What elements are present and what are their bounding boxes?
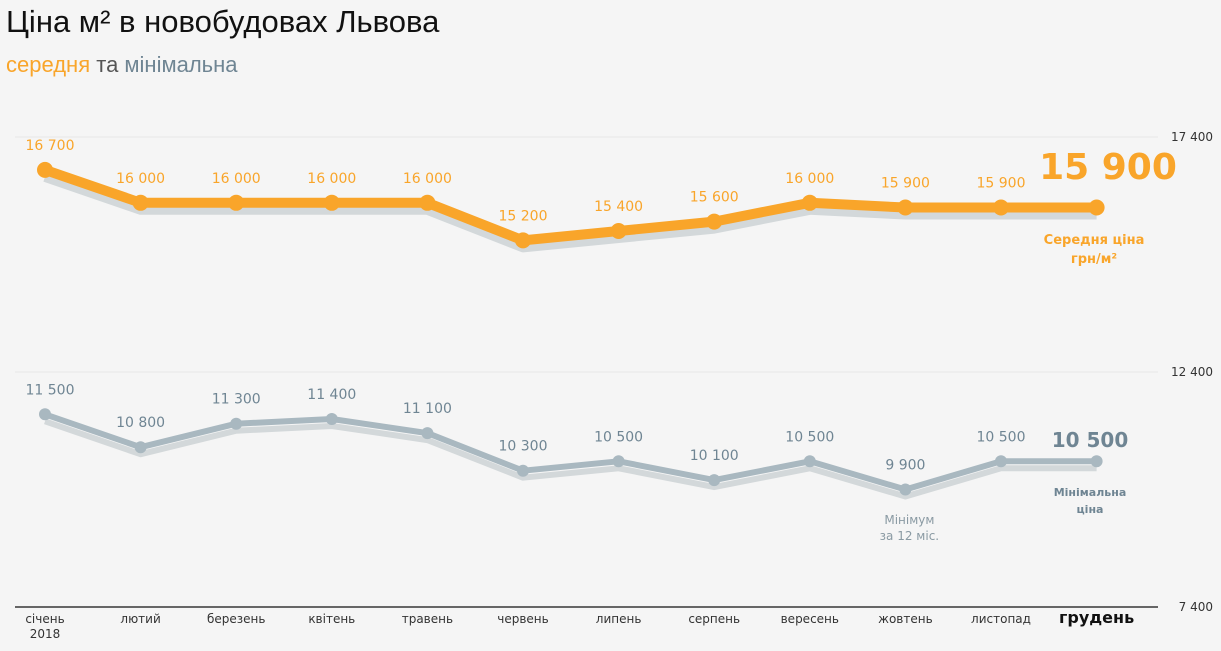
minimum-value-label: 11 400: [307, 387, 356, 403]
minimum-point: [517, 464, 529, 477]
minimum-value-label: 10 800: [116, 415, 165, 431]
minimum-point: [995, 455, 1007, 468]
average-value-label: 16 000: [116, 171, 165, 187]
average-value-label: 16 000: [403, 171, 452, 187]
average-value-label: 16 000: [785, 171, 834, 187]
minimum-value-label: 10 100: [690, 448, 739, 464]
minimum-value-label: 10 300: [499, 439, 548, 455]
x-tick-label: жовтень: [878, 612, 933, 626]
x-tick-label: березень: [207, 612, 265, 626]
minimum-value-label: 10 500: [977, 429, 1026, 445]
minimum-series-label-2: ціна: [1077, 503, 1104, 516]
minimum-point: [230, 417, 243, 430]
subtitle-and: та: [90, 52, 125, 77]
average-point: [610, 223, 627, 239]
minimum-point: [325, 413, 338, 425]
average-point: [801, 194, 818, 211]
minimum-point: [899, 483, 912, 496]
subtitle-average: середня: [6, 52, 91, 77]
average-point: [1088, 199, 1105, 216]
y-tick-label: 7 400: [1179, 600, 1213, 614]
x-tick-label: травень: [402, 612, 453, 626]
average-point: [37, 161, 53, 178]
chart-subtitle: середня та мінімальна: [6, 52, 238, 78]
average-point: [515, 232, 531, 249]
average-value-label: 15 400: [594, 199, 643, 215]
x-tick-label: червень: [497, 612, 548, 626]
average-shadow: [43, 172, 1097, 253]
average-value-label: 15 200: [499, 208, 548, 224]
minimum-point: [421, 427, 434, 440]
minimum-point: [1090, 455, 1103, 468]
x-tick-label: січень 2018: [25, 612, 64, 641]
minimum-note-2: за 12 міс.: [880, 529, 939, 543]
minimum-value-label: 10 500: [594, 429, 643, 445]
subtitle-minimum: мінімальна: [124, 52, 238, 77]
average-value-label: 16 000: [307, 171, 356, 187]
minimum-point: [612, 455, 625, 468]
x-tick-label: липень: [596, 612, 642, 626]
minimum-value-label: 10 500: [785, 429, 834, 445]
minimum-value-label: 9 900: [885, 458, 925, 474]
minimum-last-value: 10 500: [1052, 428, 1129, 452]
average-point: [897, 199, 914, 216]
minimum-series-label: Мінімальна: [1054, 486, 1127, 499]
average-point: [419, 194, 436, 211]
average-series-unit: грн/м²: [1071, 252, 1117, 267]
minimum-value-label: 11 300: [212, 392, 261, 408]
minimum-point: [708, 474, 721, 487]
minimum-point: [134, 441, 147, 454]
x-tick-label: вересень: [781, 612, 839, 626]
average-line: [43, 165, 1097, 246]
average-value-label: 15 600: [690, 190, 739, 206]
x-tick-label: квітень: [308, 612, 355, 626]
average-value-label: 15 900: [881, 176, 930, 192]
x-tick-label: серпень: [688, 612, 740, 626]
x-tick-label: грудень: [1059, 608, 1134, 627]
average-point: [993, 199, 1009, 216]
average-point: [706, 213, 723, 230]
average-last-value: 15 900: [1039, 147, 1177, 188]
minimum-shadow: [44, 418, 1097, 500]
x-tick-label: листопад: [971, 612, 1031, 626]
chart-title: Ціна м² в новобудовах Львова: [6, 4, 440, 39]
minimum-point: [803, 455, 816, 468]
average-value-label: 16 700: [26, 138, 75, 154]
minimum-line: [44, 411, 1097, 493]
minimum-point: [39, 408, 51, 421]
y-tick-label: 12 400: [1171, 365, 1213, 379]
average-point: [132, 194, 149, 211]
average-point: [323, 194, 340, 211]
y-tick-label: 17 400: [1171, 130, 1213, 144]
average-value-label: 15 900: [977, 176, 1026, 192]
average-point: [228, 194, 245, 211]
minimum-value-label: 11 100: [403, 401, 452, 417]
average-value-label: 16 000: [212, 171, 261, 187]
x-tick-label: лютий: [120, 612, 160, 626]
minimum-value-label: 11 500: [26, 382, 75, 398]
minimum-note: Мінімум: [884, 513, 934, 527]
average-series-label: Середня ціна: [1044, 233, 1145, 248]
